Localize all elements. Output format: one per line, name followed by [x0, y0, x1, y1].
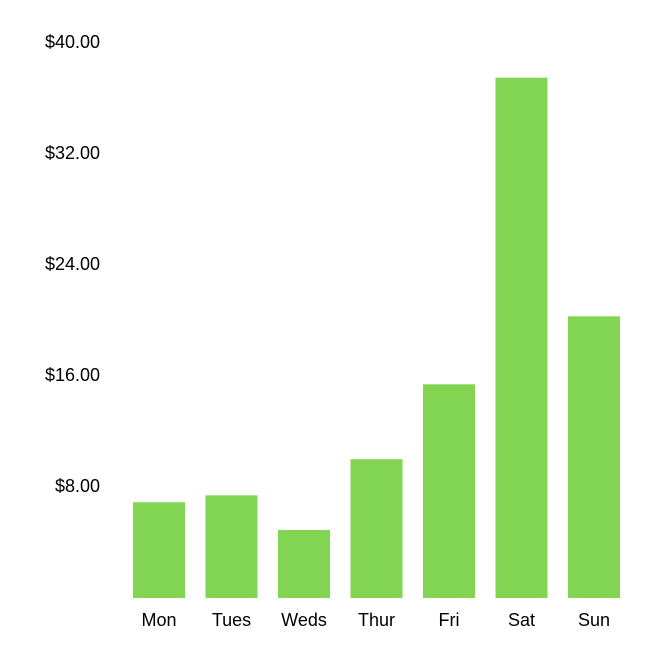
bar-sat [495, 77, 548, 598]
x-category-label: Tues [212, 610, 251, 630]
x-category-label: Mon [141, 610, 176, 630]
y-tick-label: $24.00 [45, 254, 100, 274]
x-category-label: Sun [578, 610, 610, 630]
y-tick-label: $16.00 [45, 365, 100, 385]
x-category-label: Weds [281, 610, 327, 630]
x-axis-category-labels: Mon Tues Weds Thur Fri Sat Sun [141, 610, 610, 630]
y-tick-label: $32.00 [45, 143, 100, 163]
bar-tues [205, 495, 258, 598]
bar-mon [133, 502, 185, 598]
x-category-label: Sat [508, 610, 535, 630]
y-axis-tick-labels: $8.00 $16.00 $24.00 $32.00 $40.00 [45, 32, 100, 496]
bars [133, 77, 620, 598]
bar-thur [350, 459, 403, 598]
y-tick-label: $8.00 [55, 476, 100, 496]
x-category-label: Fri [439, 610, 460, 630]
bar-weds [278, 530, 330, 598]
bar-fri [423, 384, 475, 598]
y-tick-label: $40.00 [45, 32, 100, 52]
x-category-label: Thur [358, 610, 395, 630]
bar-sun [568, 316, 620, 598]
